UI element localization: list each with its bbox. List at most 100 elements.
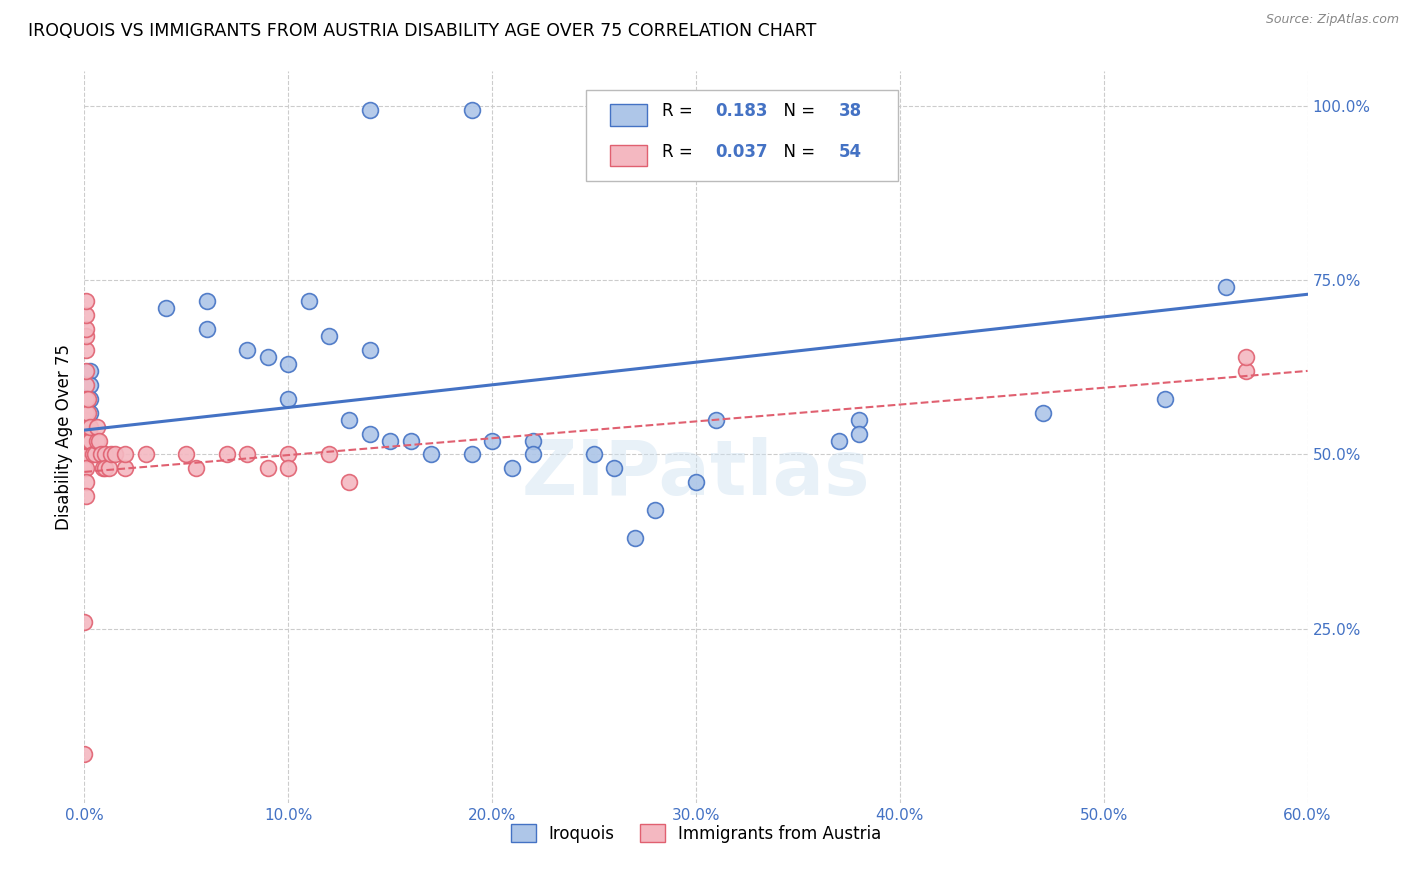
Point (75, 329, 97, 343)
Point (359, 103, 381, 117)
Point (461, 103, 484, 117)
Point (848, 426, 870, 441)
Point (257, 350, 280, 364)
Legend: Iroquois, Immigrants from Austria: Iroquois, Immigrants from Austria (503, 818, 889, 849)
Point (75, 489, 97, 503)
Point (93, 448, 115, 462)
Point (236, 448, 259, 462)
Point (91, 461, 114, 475)
Point (79, 419, 101, 434)
Point (217, 448, 239, 462)
Text: IROQUOIS VS IMMIGRANTS FROM AUSTRIA DISABILITY AGE OVER 75 CORRELATION CHART: IROQUOIS VS IMMIGRANTS FROM AUSTRIA DISA… (28, 22, 817, 40)
Point (100, 448, 122, 462)
Point (75, 294, 97, 309)
Point (848, 412, 870, 426)
Point (75, 377, 97, 392)
Text: R =: R = (662, 143, 703, 161)
Point (522, 434, 544, 448)
Point (583, 448, 606, 462)
Point (75, 392, 97, 406)
Point (420, 448, 443, 462)
Point (75, 343, 97, 357)
Point (79, 434, 101, 448)
Point (77, 392, 100, 406)
Bar (610, 145, 647, 167)
Point (75, 461, 97, 475)
Point (277, 461, 299, 475)
Point (75, 308, 97, 322)
Text: 0.037: 0.037 (716, 143, 768, 161)
Point (380, 434, 402, 448)
Text: Source: ZipAtlas.com: Source: ZipAtlas.com (1265, 13, 1399, 27)
Point (644, 503, 666, 517)
Point (399, 434, 422, 448)
Point (75, 406, 97, 420)
Point (359, 343, 381, 357)
Point (236, 343, 259, 357)
Point (706, 412, 728, 426)
Point (75, 441, 97, 455)
Point (75, 475, 97, 490)
Point (685, 475, 707, 490)
Point (73, 747, 96, 761)
Point (77, 434, 100, 448)
Point (79, 392, 101, 406)
Point (1032, 406, 1054, 420)
Text: R =: R = (662, 103, 703, 120)
Point (77, 406, 100, 420)
Point (339, 412, 361, 426)
Point (603, 461, 626, 475)
Point (73, 615, 96, 629)
Point (114, 461, 136, 475)
Point (828, 434, 851, 448)
Point (461, 448, 484, 462)
Point (75, 448, 97, 462)
Text: ZIPatlas: ZIPatlas (522, 437, 870, 510)
Point (135, 448, 157, 462)
Point (104, 448, 127, 462)
Point (114, 448, 136, 462)
Text: N =: N = (773, 103, 821, 120)
Point (93, 461, 115, 475)
Point (318, 329, 340, 343)
Point (298, 294, 321, 309)
Point (87, 434, 110, 448)
Point (75, 322, 97, 336)
Point (1236, 364, 1258, 378)
Bar (610, 104, 647, 127)
Point (277, 392, 299, 406)
Y-axis label: Disability Age Over 75: Disability Age Over 75 (55, 344, 73, 530)
Point (359, 426, 381, 441)
Point (1215, 280, 1237, 294)
Point (75, 364, 97, 378)
Point (155, 301, 177, 316)
Point (481, 434, 503, 448)
Text: N =: N = (773, 143, 821, 161)
Point (97, 461, 120, 475)
Point (79, 377, 101, 392)
Point (83, 448, 105, 462)
Text: 38: 38 (839, 103, 862, 120)
Point (277, 448, 299, 462)
Point (77, 419, 100, 434)
Point (1154, 392, 1177, 406)
Point (195, 294, 218, 309)
Point (186, 461, 208, 475)
Point (1236, 350, 1258, 364)
Point (624, 531, 647, 545)
Point (79, 406, 101, 420)
Point (174, 448, 197, 462)
Point (86, 434, 108, 448)
Point (75, 412, 97, 426)
Point (277, 357, 299, 371)
Point (79, 364, 101, 378)
Point (502, 461, 524, 475)
Point (82, 448, 104, 462)
Point (75, 434, 97, 448)
Point (86, 419, 108, 434)
Point (73, 412, 96, 426)
Point (90, 448, 112, 462)
Point (257, 461, 280, 475)
Point (75, 426, 97, 441)
FancyBboxPatch shape (586, 90, 898, 181)
